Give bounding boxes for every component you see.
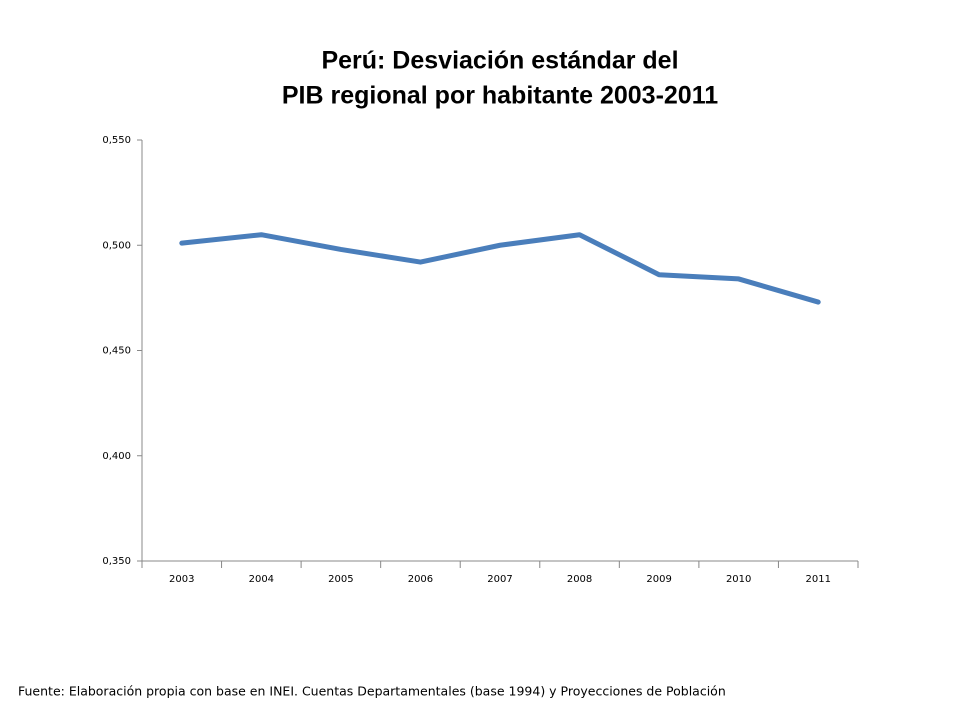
chart-title: Perú: Desviación estándar del [321, 47, 678, 75]
x-tick-label: 2008 [567, 574, 592, 585]
y-tick-label: 0,350 [102, 556, 131, 567]
x-tick-label: 2003 [169, 574, 194, 585]
chart-title: PIB regional por habitante 2003-2011 [282, 82, 718, 110]
y-tick-label: 0,400 [102, 451, 131, 462]
x-tick-label: 2006 [408, 574, 433, 585]
x-tick-label: 2007 [487, 574, 512, 585]
x-tick-label: 2005 [328, 574, 353, 585]
x-tick-label: 2009 [646, 574, 671, 585]
source-note: Fuente: Elaboración propia con base en I… [18, 684, 726, 699]
x-tick-label: 2004 [249, 574, 274, 585]
y-tick-label: 0,500 [102, 240, 131, 251]
y-tick-label: 0,450 [102, 346, 131, 357]
data-line [179, 232, 821, 305]
x-tick-label: 2010 [726, 574, 751, 585]
x-tick-label: 2011 [805, 574, 830, 585]
y-tick-label: 0,550 [102, 135, 131, 146]
